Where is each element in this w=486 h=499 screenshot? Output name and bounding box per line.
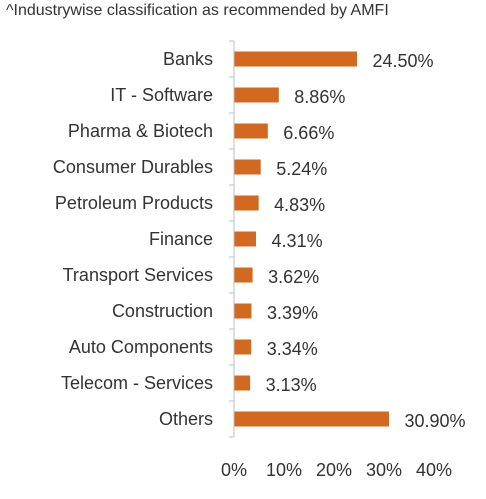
- data-label: 4.83%: [274, 195, 325, 215]
- data-label: 6.66%: [283, 123, 334, 143]
- data-label: 3.13%: [266, 375, 317, 395]
- data-label: 30.90%: [405, 411, 466, 431]
- x-tick-label: 10%: [266, 460, 302, 480]
- bar: [234, 375, 251, 391]
- data-label: 3.34%: [267, 339, 318, 359]
- x-tick-label: 0%: [221, 460, 247, 480]
- category-label: Auto Components: [69, 337, 213, 357]
- bar: [234, 339, 252, 355]
- bar: [234, 123, 268, 139]
- bar: [234, 195, 259, 211]
- category-label: Transport Services: [63, 265, 213, 285]
- category-labels: Banks IT - Software Pharma & Biotech Consum…: [53, 49, 213, 429]
- data-label: 5.24%: [276, 159, 327, 179]
- bar: [234, 87, 279, 103]
- category-label: IT - Software: [110, 85, 213, 105]
- data-label: 8.86%: [294, 87, 345, 107]
- x-tick-label: 40%: [416, 460, 452, 480]
- data-label: 24.50%: [373, 51, 434, 71]
- category-label: Banks: [163, 49, 213, 69]
- data-label: 3.62%: [268, 267, 319, 287]
- bar: [234, 51, 357, 67]
- bar: [234, 159, 261, 175]
- value-labels: 24.50% 8.86% 6.66% 5.24% 4.83% 4.31% 3.62% 3.39…: [266, 51, 466, 431]
- x-tick-label: 20%: [316, 460, 352, 480]
- category-label: Consumer Durables: [53, 157, 213, 177]
- category-label: Telecom - Services: [61, 373, 213, 393]
- x-tick-label: 30%: [366, 460, 402, 480]
- category-label: Pharma & Biotech: [68, 121, 213, 141]
- chart-bars: [234, 51, 389, 427]
- data-label: 3.39%: [267, 303, 318, 323]
- bar: [234, 411, 389, 427]
- data-label: 4.31%: [272, 231, 323, 251]
- category-label: Construction: [112, 301, 213, 321]
- category-label: Finance: [149, 229, 213, 249]
- bar: [234, 267, 253, 283]
- category-label: Others: [159, 409, 213, 429]
- bar: [234, 231, 257, 247]
- x-tick-labels: 0% 10% 20% 30% 40%: [221, 460, 452, 480]
- category-label: Petroleum Products: [55, 193, 213, 213]
- chart-title: ^Industrywise classification as recommen…: [6, 2, 389, 19]
- chart-axes: [229, 40, 235, 438]
- bar: [234, 303, 252, 319]
